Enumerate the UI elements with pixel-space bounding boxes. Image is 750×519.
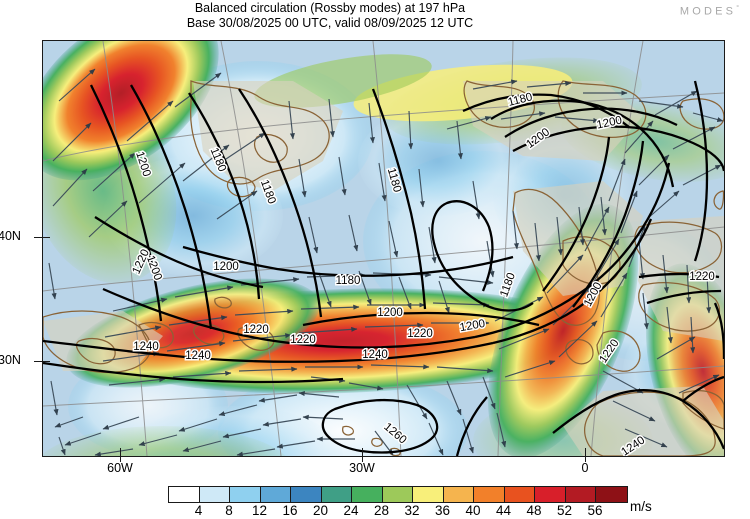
colorbar-segment [321, 487, 352, 502]
colorbar-tick: 44 [495, 503, 512, 518]
colorbar-tick: 28 [373, 503, 390, 518]
modes-logo-mark: ° [736, 5, 739, 12]
svg-text:1220: 1220 [290, 334, 316, 346]
colorbar-tick: 4 [194, 503, 203, 518]
colorbar-tick: 40 [465, 503, 481, 518]
colorbar-tick: 16 [282, 503, 298, 518]
svg-text:1240: 1240 [185, 350, 211, 362]
colorbar-container: 4 8 12 16 20 24 28 32 36 40 44 48 52 56 [168, 486, 628, 519]
svg-text:1200: 1200 [213, 261, 239, 273]
x-tick-30w [362, 448, 364, 462]
wind-vectors [48, 68, 724, 456]
chart-subtitle: Base 30/08/2025 00 UTC, valid 08/09/2025… [186, 16, 474, 30]
colorbar-segment [535, 487, 566, 502]
colorbar-segment [565, 487, 596, 502]
y-axis-label-30n: 30N [0, 353, 21, 367]
colorbar-segment [199, 487, 230, 502]
x-tick-0 [585, 448, 587, 462]
coastlines [43, 80, 724, 456]
svg-text:1240: 1240 [133, 341, 159, 353]
colorbar-segment [260, 487, 291, 502]
colorbar-tick: 52 [556, 503, 573, 518]
modes-logo: MODES° [680, 5, 739, 18]
chart-title-block: Balanced circulation (Rossby modes) at 1… [0, 1, 660, 31]
svg-text:1180: 1180 [336, 275, 361, 287]
colorbar-tick: 20 [312, 503, 329, 518]
colorbar-segment [291, 487, 322, 502]
svg-text:1220: 1220 [407, 328, 433, 340]
colorbar-segment [382, 487, 413, 502]
colorbar-segment [352, 487, 383, 502]
modes-logo-text: MODES [679, 5, 737, 18]
x-tick-60w [120, 448, 122, 462]
map-canvas: 1180 1180 1180 1180 1180 1180 1200 1200 … [43, 41, 724, 456]
map-plot-area: 1180 1180 1180 1180 1180 1180 1200 1200 … [42, 40, 725, 457]
colorbar-tick: 12 [251, 503, 268, 518]
svg-text:1240: 1240 [362, 349, 388, 361]
colorbar-tick: 24 [343, 503, 359, 518]
colorbar-tick: 56 [587, 503, 603, 518]
colorbar-segment [504, 487, 535, 502]
colorbar-segment [443, 487, 474, 502]
colorbar-segment [230, 487, 261, 502]
svg-text:1200: 1200 [377, 307, 403, 319]
colorbar-segment [596, 487, 627, 502]
colorbar-tick: 48 [526, 503, 542, 518]
colorbar-tick-labels: 4 8 12 16 20 24 28 32 36 40 44 48 52 56 [168, 503, 626, 519]
colorbar-tick: 32 [404, 503, 420, 518]
x-axis-label-60w: 60W [107, 461, 133, 475]
y-tick-30n [34, 361, 50, 363]
y-tick-40n [34, 237, 50, 239]
colorbar-segment [474, 487, 505, 502]
colorbar [168, 486, 628, 503]
colorbar-unit-label: m/s [630, 499, 652, 514]
weather-map-svg: 1180 1180 1180 1180 1180 1180 1200 1200 … [43, 41, 724, 456]
colorbar-tick: 8 [225, 503, 233, 518]
colorbar-segment [413, 487, 444, 502]
graticule [43, 41, 724, 456]
svg-text:1220: 1220 [689, 271, 715, 283]
page-title: Balanced circulation (Rossby modes) at 1… [194, 1, 466, 15]
colorbar-tick: 36 [434, 503, 451, 518]
x-axis-label-0: 0 [581, 461, 589, 475]
land-mask [43, 81, 724, 456]
colorbar-segment [169, 487, 200, 502]
height-contours [43, 80, 724, 456]
svg-text:1220: 1220 [243, 324, 269, 336]
y-axis-label-40n: 40N [0, 229, 21, 243]
x-axis-label-30w: 30W [349, 461, 375, 475]
